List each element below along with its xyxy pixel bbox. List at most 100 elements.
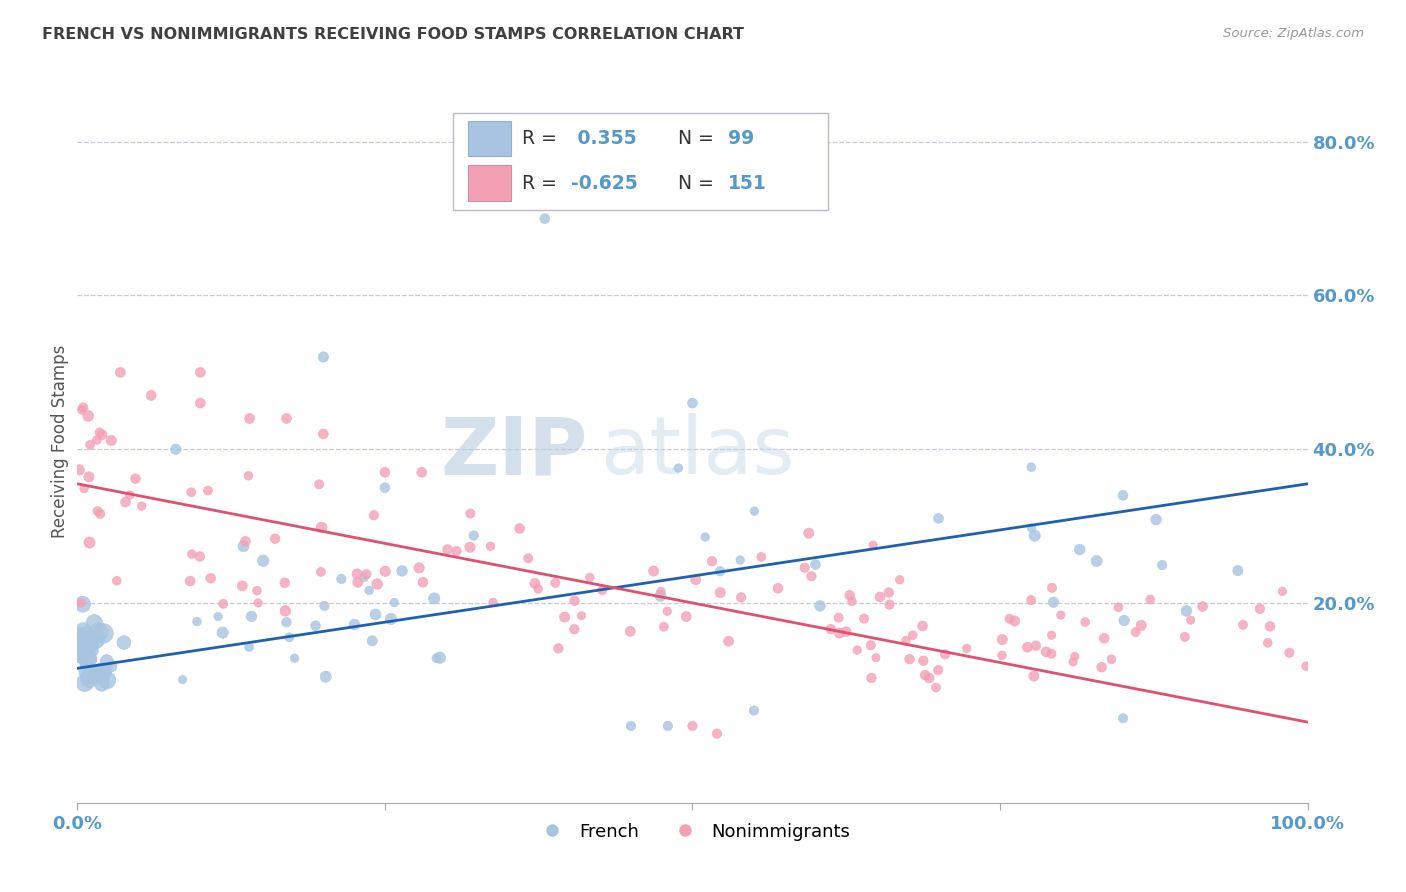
Point [859,638,882,652]
Point [544,575,567,590]
Point [408,561,430,575]
Point [835,624,858,639]
Point [380,612,402,626]
Point [685,573,707,587]
Point [77,470,100,484]
Point [211,625,233,640]
Point [311,520,333,534]
Point [91,666,114,681]
Point [86,504,108,518]
Point [1092,632,1115,646]
Point [1074,615,1097,629]
Point [89,507,111,521]
Point [1107,600,1129,615]
Point [353,571,375,585]
Point [73,676,96,690]
Point [76,652,98,666]
Point [93,626,115,640]
Point [79,648,101,662]
Point [356,567,378,582]
Point [1022,669,1045,683]
Point [180,547,202,561]
Point [827,610,849,624]
Point [828,626,851,640]
Point [75,638,97,652]
Point [246,583,269,598]
Point [80,635,103,649]
Point [1040,581,1063,595]
Point [1069,542,1091,557]
Point [79,635,101,649]
Point [643,564,665,578]
Point [70,403,93,417]
Point [652,620,675,634]
Point [728,553,751,567]
Point [571,608,593,623]
Point [709,585,731,599]
Point [238,640,260,654]
Point [75,647,97,661]
Point [1042,595,1064,609]
Point [309,565,332,579]
Point [766,581,789,595]
Point [479,539,502,553]
Point [87,625,110,640]
Point [838,588,860,602]
Legend: French, Nonimmigrants: French, Nonimmigrants [527,815,858,848]
Point [89,425,111,440]
Point [458,541,481,555]
Point [114,495,136,509]
Point [1040,647,1063,661]
Point [619,624,641,639]
Point [797,526,820,541]
Point [423,591,446,606]
Point [75,626,97,640]
Point [808,599,831,613]
Point [1139,592,1161,607]
Point [82,644,104,658]
Point [197,483,219,498]
Point [238,468,260,483]
Point [314,599,336,613]
Point [1025,639,1047,653]
Point [347,575,370,590]
Point [212,597,235,611]
Point [554,610,576,624]
Point [91,668,114,682]
Point [898,652,921,666]
Point [706,726,728,740]
Point [1112,488,1135,502]
Point [862,538,884,552]
Point [927,663,949,677]
Point [591,583,613,598]
Point [547,641,569,656]
Y-axis label: Receiving Food Stamps: Receiving Food Stamps [51,345,69,538]
Point [509,521,531,535]
Point [912,654,935,668]
Point [80,648,103,663]
Point [72,632,94,647]
Point [90,677,112,691]
Point [359,583,381,598]
Point [998,612,1021,626]
Point [804,558,827,572]
Point [110,365,132,379]
Point [446,544,468,558]
Point [682,396,704,410]
Point [412,575,434,590]
Point [264,532,287,546]
Point [1085,554,1108,568]
Point [709,564,731,578]
Point [1112,711,1135,725]
Point [69,630,91,644]
Point [1232,617,1254,632]
Point [1101,652,1123,666]
Point [188,365,212,379]
Point [742,704,765,718]
Point [274,604,297,618]
Point [83,640,105,654]
Point [75,657,97,671]
Point [186,615,208,629]
Point [1114,614,1136,628]
Point [1271,584,1294,599]
